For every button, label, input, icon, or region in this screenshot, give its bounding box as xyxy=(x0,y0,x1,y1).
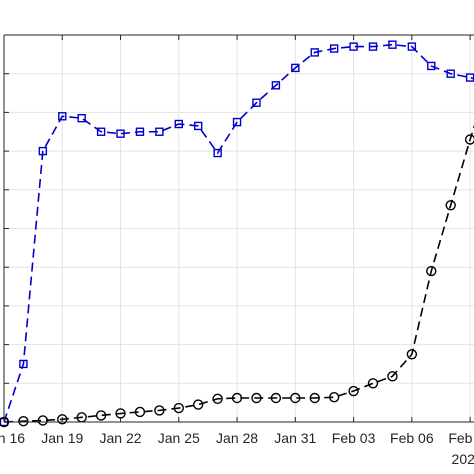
data-point-circle xyxy=(134,406,146,418)
data-point-square xyxy=(427,61,436,71)
x-year-label: 2020 xyxy=(452,451,474,467)
tick-labels: Jan 16 Jan 19 Jan 22 Jan 25 Jan 28 Jan 31 Feb … xyxy=(0,430,474,446)
x-tick-label: Jan 22 xyxy=(100,430,142,446)
data-point-square xyxy=(96,127,106,136)
data-point-square xyxy=(77,114,86,123)
x-tick-label: Jan 16 xyxy=(0,430,25,446)
data-point-square xyxy=(310,48,319,57)
x-tick-label: Feb 03 xyxy=(332,430,376,446)
data-point-circle xyxy=(406,349,418,360)
data-point-square xyxy=(291,63,300,73)
data-point-square xyxy=(155,127,164,136)
data-point-square xyxy=(58,112,67,121)
data-point-square xyxy=(135,127,145,136)
data-point-circle xyxy=(95,410,107,421)
data-point-circle xyxy=(426,265,437,277)
series-line xyxy=(3,124,474,423)
data-point-square xyxy=(232,117,242,127)
data-point-circle xyxy=(464,134,474,145)
data-point-circle xyxy=(387,371,398,382)
data-point-square xyxy=(271,81,281,90)
series-1 xyxy=(0,40,474,427)
data-point-circle xyxy=(270,392,282,404)
data-point-square xyxy=(388,40,397,49)
x-tick-label: Feb 06 xyxy=(390,430,434,446)
data-point-circle xyxy=(212,393,223,404)
data-point-circle xyxy=(154,405,165,416)
data-point-square xyxy=(407,42,417,51)
data-point-circle xyxy=(290,392,301,404)
data-point-square xyxy=(194,121,203,131)
data-point-circle xyxy=(173,402,184,414)
data-point-circle xyxy=(445,200,456,211)
data-point-circle xyxy=(328,392,340,403)
data-point-square xyxy=(252,98,261,107)
data-point-circle xyxy=(193,399,204,410)
series-line xyxy=(3,43,474,423)
data-point-square xyxy=(174,119,183,129)
data-point-circle xyxy=(348,385,359,397)
x-tick-label: Feb 09 xyxy=(448,430,474,446)
data-point-circle xyxy=(18,416,29,427)
data-point-circle xyxy=(231,392,243,404)
data-point-square xyxy=(116,129,125,138)
x-tick-label: Jan 25 xyxy=(158,430,200,446)
data-point-square xyxy=(368,42,378,51)
data-point-square xyxy=(349,42,358,51)
data-point-circle xyxy=(37,415,49,426)
grid xyxy=(4,35,474,422)
x-tick-label: Jan 19 xyxy=(41,430,83,446)
data-point-square xyxy=(329,44,339,53)
data-point-circle xyxy=(57,414,68,425)
data-point-circle xyxy=(309,392,320,404)
data-point-square xyxy=(446,69,455,78)
data-point-circle xyxy=(367,378,379,389)
data-point-circle xyxy=(251,392,262,404)
data-point-square xyxy=(213,148,222,158)
axes xyxy=(3,34,474,423)
data-point-square xyxy=(38,146,48,156)
data-point-square xyxy=(19,359,28,369)
x-tick-label: Jan 28 xyxy=(216,430,258,446)
x-tick-label: Jan 31 xyxy=(274,430,316,446)
